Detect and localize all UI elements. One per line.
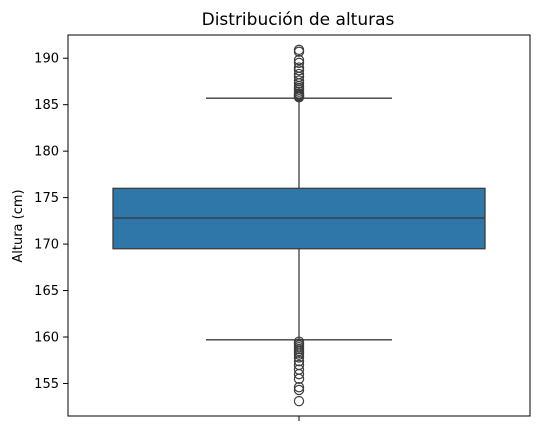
y-axis-label: Altura (cm)	[11, 189, 26, 262]
outlier-point-low	[293, 355, 305, 367]
outlier-point-low	[293, 352, 305, 363]
outlier-point-low	[293, 368, 305, 380]
y-tick-label: 160	[34, 331, 59, 346]
outlier-point-high	[293, 65, 305, 76]
outlier-point-high	[293, 44, 305, 56]
plot-frame	[67, 34, 531, 417]
y-tick-label: 190	[34, 52, 59, 67]
outlier-point-high	[293, 57, 305, 69]
outlier-point-low	[293, 395, 305, 407]
outlier-point-high	[293, 54, 305, 66]
y-tick-label: 165	[34, 284, 59, 299]
plot-layer: 155 160 165 170 175 180 185 190	[34, 44, 486, 421]
outlier-point-high	[293, 62, 305, 73]
y-tick-label: 175	[34, 191, 59, 206]
y-tick-label: 185	[34, 98, 59, 113]
outlier-point-low	[293, 381, 305, 393]
outlier-point-low	[293, 384, 305, 396]
outlier-point-low	[293, 349, 305, 360]
outlier-point-high	[293, 75, 305, 86]
y-tick-label: 170	[34, 238, 59, 253]
outlier-point-low	[293, 373, 305, 385]
y-tick-label: 155	[34, 377, 59, 392]
outlier-point-high	[293, 68, 305, 80]
chart-title: Distribución de alturas	[202, 10, 395, 30]
y-tick-label: 180	[34, 145, 59, 160]
